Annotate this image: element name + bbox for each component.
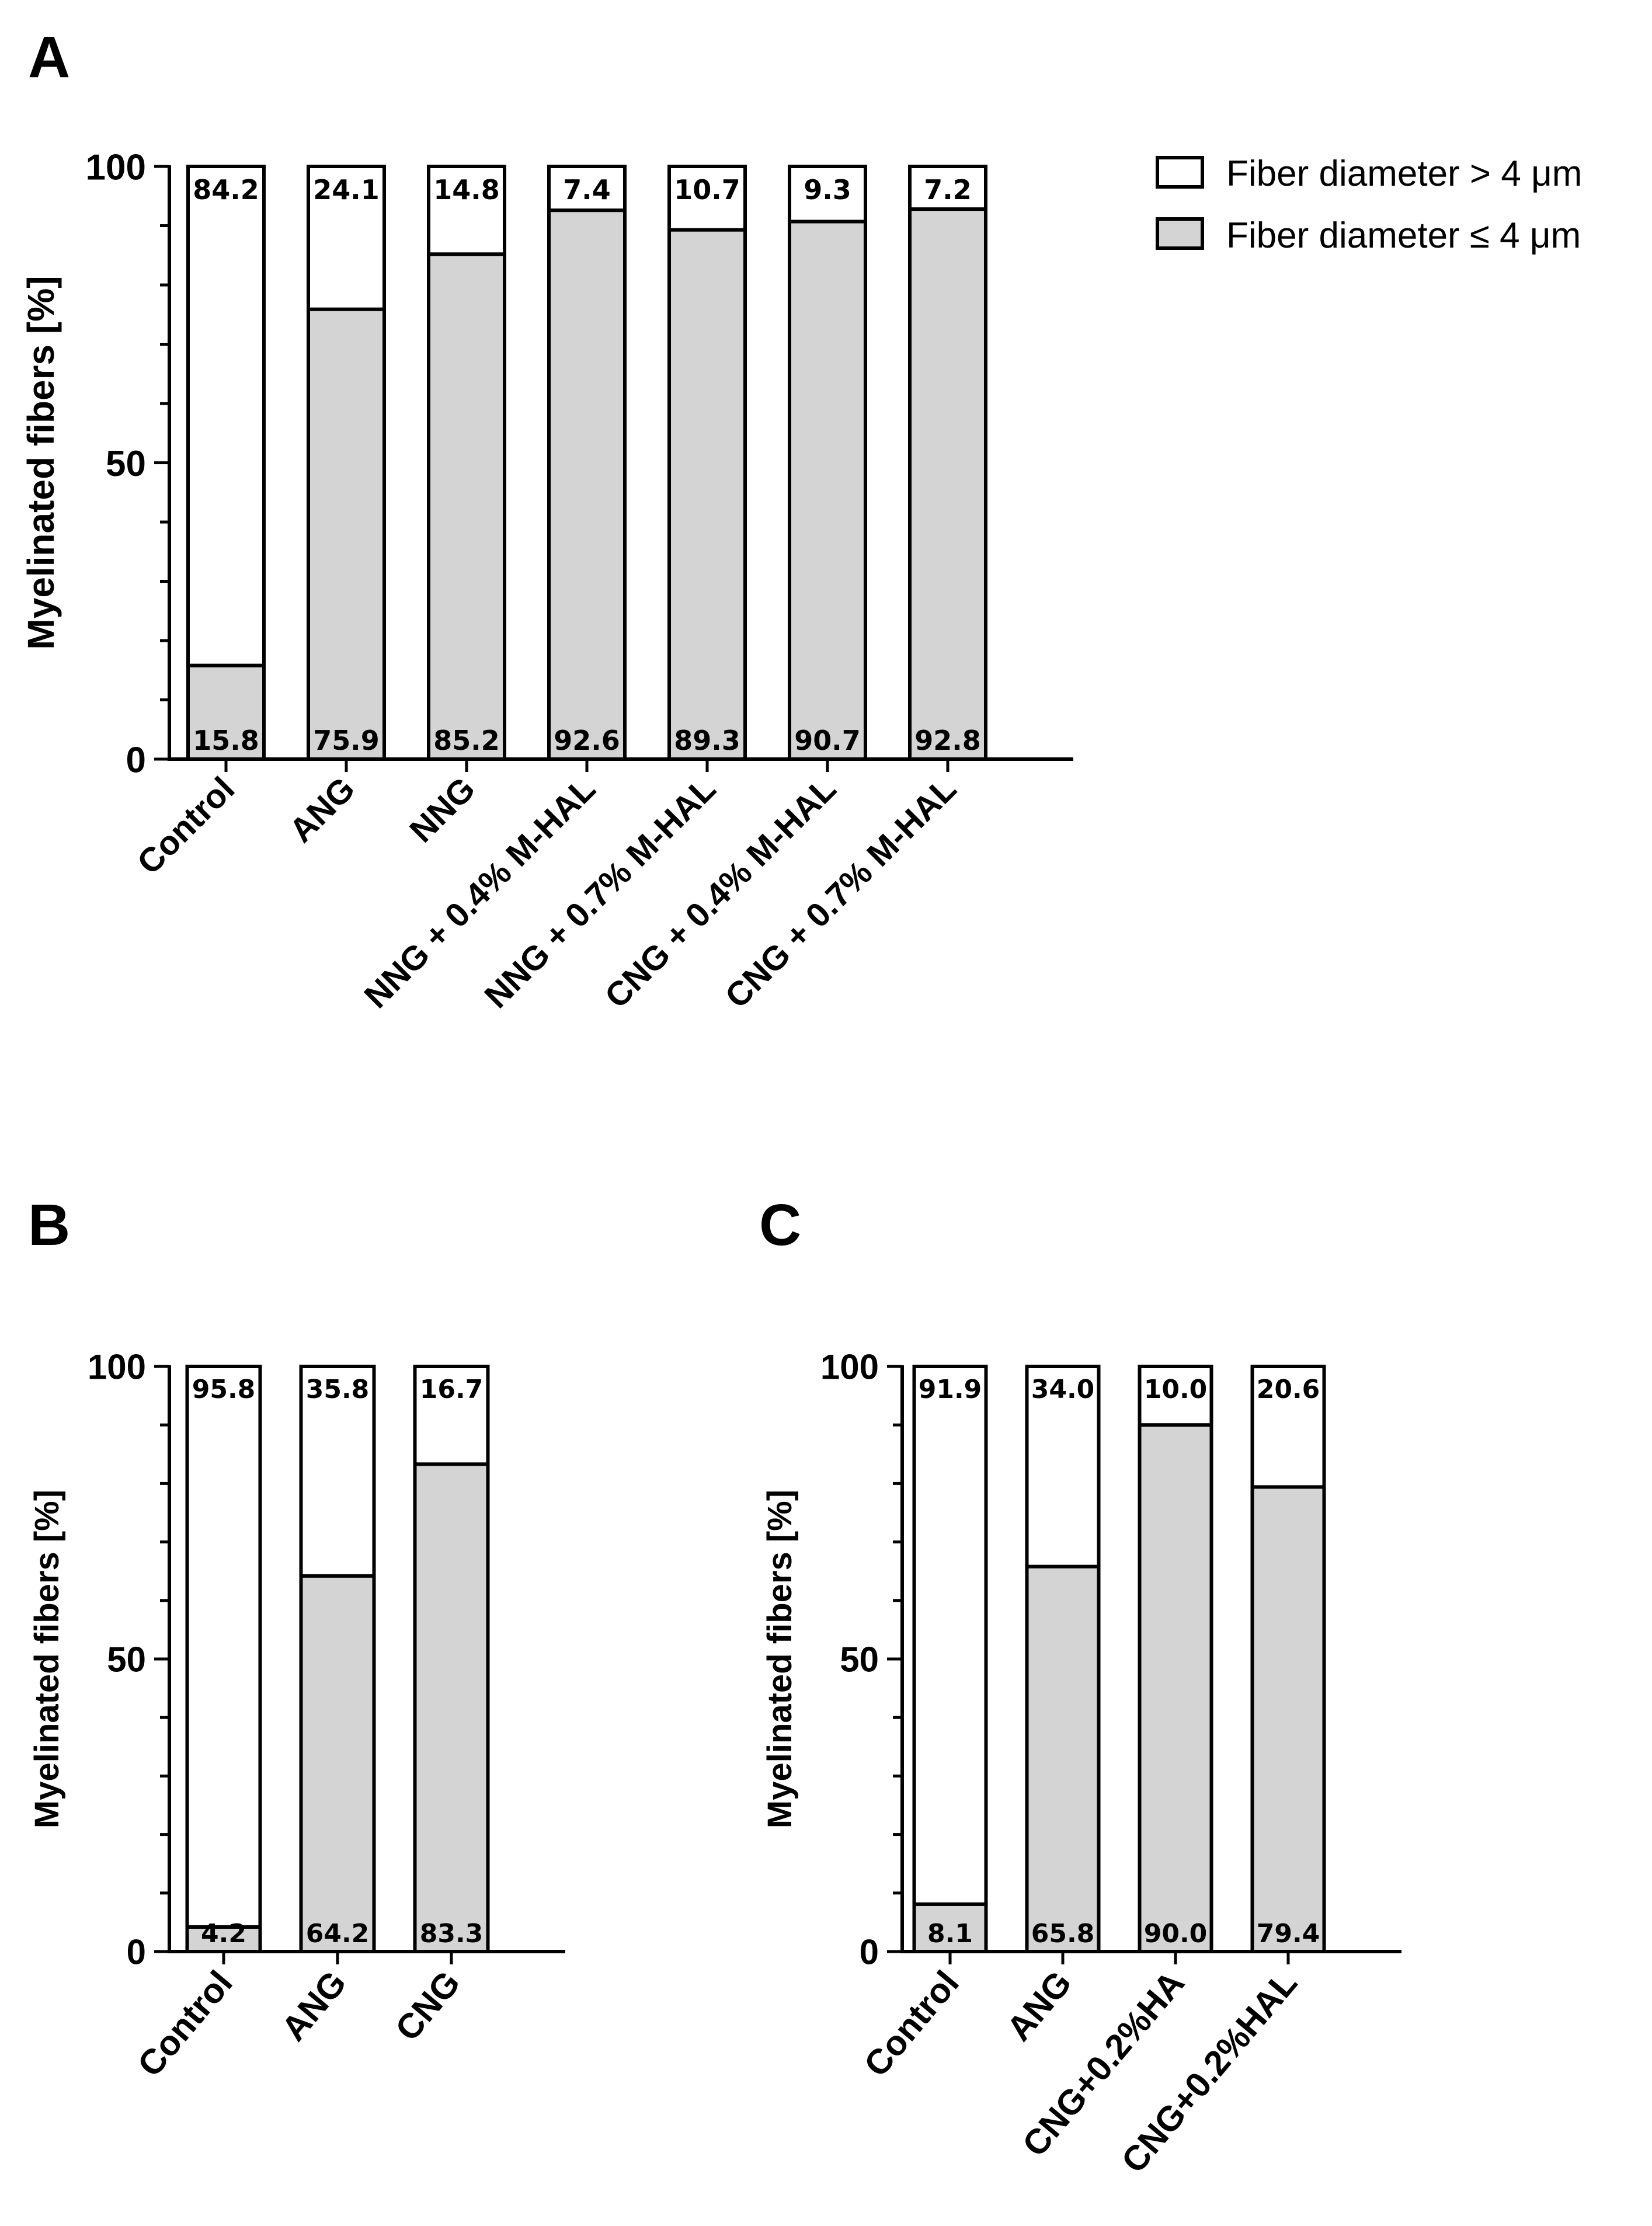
y-tick-label: 50 — [106, 444, 146, 484]
data-label-large: 16.7 — [420, 1375, 484, 1404]
bar-segment-large — [1025, 1365, 1101, 1568]
category-label: NNG — [402, 770, 482, 850]
data-label-small: 79.4 — [1257, 1919, 1320, 1949]
y-axis-label: Myelinated fibers [%] — [761, 1490, 799, 1828]
y-tick-label: 50 — [840, 1640, 879, 1679]
panel-a-letter: A — [28, 25, 70, 90]
legend-label-large: Fiber diameter > 4 μm — [1226, 154, 1582, 194]
data-label-small: 64.2 — [306, 1919, 370, 1949]
data-label-small: 75.9 — [313, 725, 380, 756]
data-label-large: 84.2 — [193, 174, 259, 206]
category-label: NNG + 0.7% M-HAL — [477, 770, 723, 1015]
y-axis-label: Myelinated fibers [%] — [28, 1490, 66, 1828]
data-label-small: 89.3 — [674, 725, 740, 756]
y-tick-label: 100 — [86, 147, 146, 187]
category-label: Control — [130, 770, 242, 882]
y-tick-label: 100 — [88, 1348, 146, 1387]
category-label: ANG — [274, 1963, 354, 2048]
y-tick-label: 50 — [107, 1640, 146, 1679]
bar-segment-small — [427, 252, 506, 761]
bar-segment-large — [307, 165, 386, 311]
data-label-large: 14.8 — [433, 174, 500, 206]
y-tick-label: 0 — [860, 1933, 879, 1972]
data-label-small: 65.8 — [1031, 1919, 1095, 1949]
category-label: ANG — [999, 1963, 1079, 2048]
data-label-large: 20.6 — [1257, 1375, 1320, 1404]
data-label-small: 85.2 — [433, 725, 500, 756]
data-label-small: 92.6 — [554, 725, 620, 756]
legend-label-small: Fiber diameter ≤ 4 μm — [1226, 215, 1581, 256]
panel-a-chart: 0 50 100 Myelinated fibers [%] 84.2 15.8 Contr… — [20, 147, 1073, 1015]
data-label-large: 95.8 — [192, 1375, 256, 1404]
bar-segment-large — [788, 165, 867, 224]
data-label-small: 15.8 — [193, 725, 259, 756]
data-label-large: 10.0 — [1144, 1375, 1208, 1404]
category-label: NNG + 0.4% M-HAL — [357, 770, 603, 1015]
bar-segment-large — [667, 165, 747, 232]
bar-segment-large — [908, 165, 987, 211]
data-label-small: 90.0 — [1144, 1919, 1208, 1949]
bar-segment-small — [547, 208, 627, 761]
data-label-large: 35.8 — [306, 1375, 370, 1404]
bar-segment-large — [1250, 1365, 1326, 1489]
data-label-small: 90.7 — [794, 725, 861, 756]
bar-segment-small — [299, 1574, 376, 1954]
category-label: CNG + 0.4% M-HAL — [597, 770, 843, 1015]
data-label-large: 34.0 — [1031, 1375, 1095, 1404]
data-label-large: 9.3 — [804, 174, 851, 206]
category-label: CNG + 0.7% M-HAL — [718, 770, 964, 1015]
bar-segment-small — [667, 228, 747, 761]
bar-segment-small — [307, 307, 386, 761]
y-axis-label: Myelinated fibers [%] — [20, 276, 62, 649]
y-tick-label: 100 — [820, 1348, 879, 1387]
bar-segment-small — [908, 207, 987, 761]
data-label-large: 24.1 — [313, 174, 380, 206]
panel-b-chart: 0 50 100 Myelinated fibers [%] 95.8 4.2 Contro… — [28, 1348, 565, 2084]
bar-segment-small — [186, 663, 266, 761]
bar-segment-small — [185, 1925, 262, 1954]
category-label: CNG — [388, 1963, 468, 2048]
data-label-large: 10.7 — [674, 174, 740, 206]
legend-swatch-large — [1156, 156, 1204, 189]
bar-segment-small — [1250, 1485, 1326, 1954]
category-label: Control — [857, 1963, 966, 2084]
bar-segment-small — [1138, 1423, 1213, 1953]
y-tick-label: 0 — [127, 1933, 146, 1972]
bar-segment-large — [413, 1365, 490, 1466]
bar-segment-large — [185, 1365, 262, 1929]
data-label-small: 92.8 — [914, 725, 981, 756]
bar-segment-large — [547, 165, 627, 213]
data-label-large: 91.9 — [919, 1375, 982, 1404]
data-label-small: 83.3 — [420, 1919, 484, 1949]
data-label-large: 7.2 — [924, 174, 972, 206]
bar-segment-small — [788, 220, 867, 761]
bar-segment-large — [186, 165, 266, 667]
panel-c-chart: 0 50 100 Myelinated fibers [%] 91.9 8.1 Contro… — [761, 1348, 1401, 2180]
bar-segment-small — [413, 1462, 490, 1953]
panel-b-letter: B — [28, 1192, 70, 1258]
data-label-small: 4.2 — [201, 1919, 246, 1949]
bar-segment-large — [299, 1365, 376, 1578]
y-tick-label: 0 — [126, 740, 146, 780]
panel-c-letter: C — [759, 1192, 801, 1258]
legend: Fiber diameter > 4 μm Fiber diameter ≤ 4… — [1156, 154, 1582, 256]
bar-segment-large — [912, 1365, 988, 1906]
data-label-small: 8.1 — [927, 1919, 973, 1949]
data-label-large: 7.4 — [563, 174, 611, 206]
category-label: Control — [130, 1963, 240, 2084]
bar-segment-large — [1138, 1365, 1213, 1427]
legend-swatch-small — [1156, 217, 1204, 250]
category-label: ANG — [282, 770, 362, 850]
bar-segment-small — [1025, 1564, 1101, 1954]
bar-segment-large — [427, 165, 506, 256]
